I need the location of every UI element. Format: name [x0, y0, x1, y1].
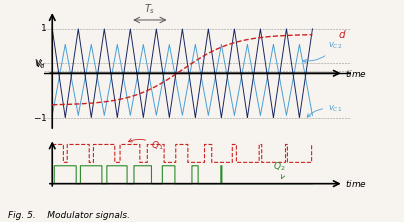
Text: $v_{C2}$: $v_{C2}$	[303, 41, 342, 63]
Text: 1: 1	[41, 24, 47, 33]
Text: $\mathit{time}$: $\mathit{time}$	[345, 68, 367, 79]
Text: $V_H$: $V_H$	[34, 57, 46, 70]
Text: Fig. 5.    Modulator signals.: Fig. 5. Modulator signals.	[8, 211, 130, 220]
Text: $d$: $d$	[339, 28, 347, 40]
Text: $-$1: $-$1	[33, 112, 47, 123]
Text: $T_s$: $T_s$	[144, 3, 156, 16]
Text: $v_{C1}$: $v_{C1}$	[307, 104, 342, 117]
Text: $Q_1$: $Q_1$	[128, 139, 164, 152]
Text: $Q_2$: $Q_2$	[274, 161, 286, 179]
Text: $V_L$: $V_L$	[35, 59, 46, 71]
Text: $\mathit{time}$: $\mathit{time}$	[345, 178, 367, 189]
